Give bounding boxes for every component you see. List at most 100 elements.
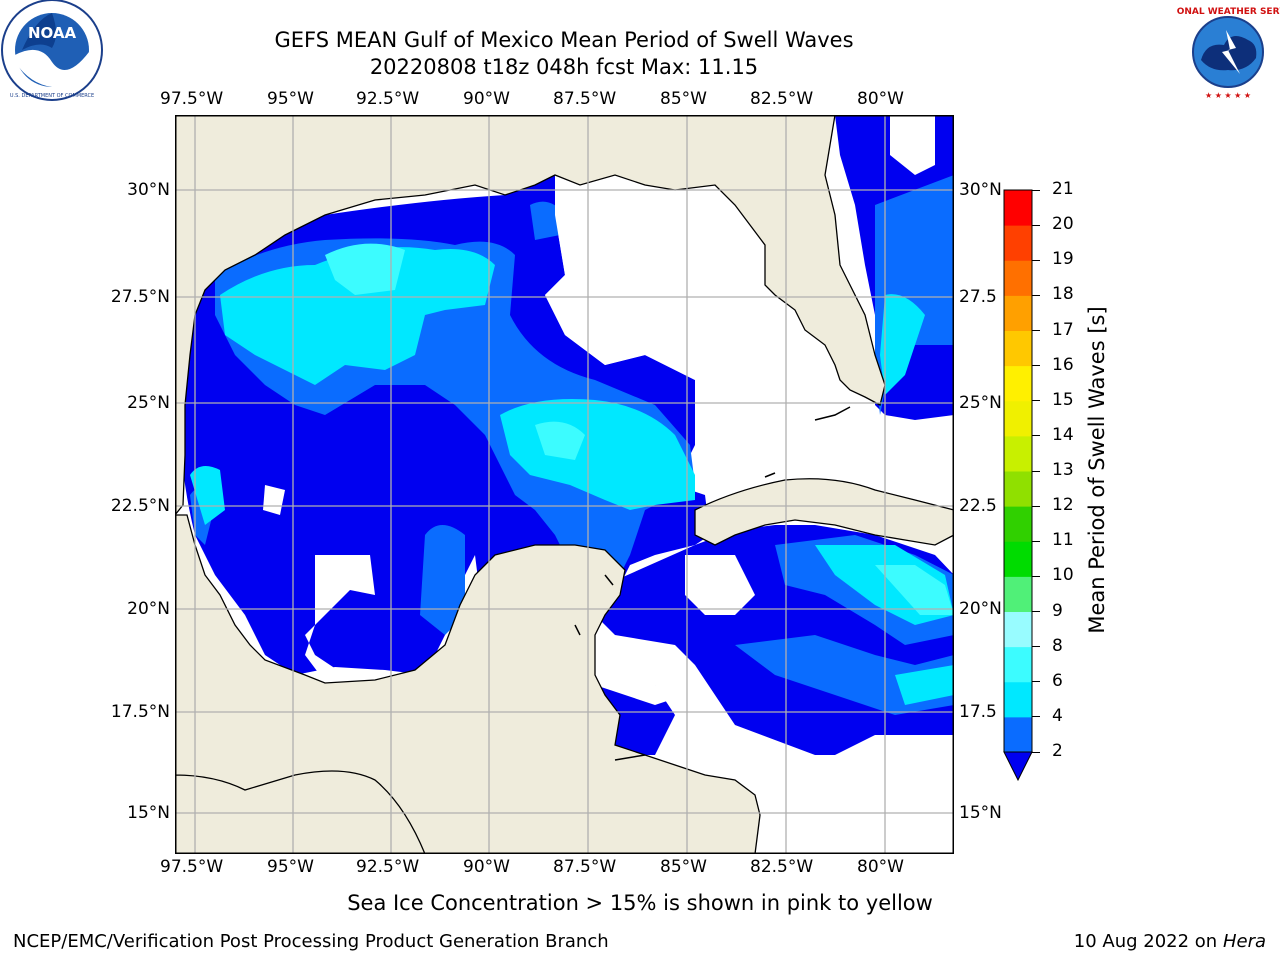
colorbar-segment (1004, 716, 1032, 753)
colorbar-tick-label: 13 (1052, 460, 1074, 480)
svg-text:★ ★ ★ ★ ★: ★ ★ ★ ★ ★ (1205, 91, 1251, 100)
host-name: Hera (1222, 931, 1266, 952)
colorbar-segment (1004, 646, 1032, 683)
colorbar-tick-label: 14 (1052, 424, 1074, 445)
colorbar-tick-label: 18 (1052, 284, 1074, 305)
noaa-logo-icon: NOAA U.S. DEPARTMENT OF COMMERCE (1, 0, 103, 101)
colorbar-segment (1004, 190, 1032, 226)
colorbar-segment (1004, 330, 1032, 367)
colorbar-tick (1032, 470, 1040, 472)
colorbar-tick (1032, 646, 1040, 648)
colorbar-segment (1004, 576, 1032, 612)
lat-label-left: 22.5°N (110, 496, 170, 516)
map-title: GEFS MEAN Gulf of Mexico Mean Period of … (274, 28, 854, 52)
lat-label-left: 25°N (127, 393, 170, 413)
lat-label-right: 22.5 (959, 496, 997, 516)
colorbar-segment (1004, 681, 1032, 718)
lon-label-top: 85°W (660, 89, 707, 109)
nws-logo-icon: NATIONAL WEATHER SERVICE ★ ★ ★ ★ ★ (1176, 4, 1280, 100)
colorbar-tick-label: 10 (1052, 565, 1074, 586)
colorbar-tick-label: 21 (1052, 179, 1074, 199)
lon-label-top: 87.5°W (553, 89, 617, 109)
lat-label-left: 20°N (127, 599, 170, 619)
colorbar-tick (1032, 259, 1040, 261)
colorbar-extend-arrow (1003, 751, 1033, 782)
colorbar-tick (1032, 751, 1040, 753)
nws-logo-ring-text: NATIONAL WEATHER SERVICE (1176, 7, 1280, 17)
colorbar (1003, 189, 1033, 782)
lon-label-top: 82.5°W (750, 89, 814, 109)
lat-label-right: 25°N (959, 393, 1002, 413)
colorbar-tick-label: 15 (1052, 389, 1074, 410)
colorbar-segment (1004, 365, 1032, 402)
lat-label-left: 17.5°N (110, 702, 170, 722)
lat-label-left: 15°N (127, 803, 170, 823)
lon-label-top: 92.5°W (356, 89, 420, 109)
islands (574, 406, 851, 761)
land-areas (175, 115, 954, 854)
lon-label-top: 80°W (857, 89, 904, 109)
map-frame (175, 115, 954, 854)
colorbar-tick (1032, 505, 1040, 507)
colorbar-tick-label: 9 (1052, 600, 1063, 621)
colorbar-tick-label: 16 (1052, 354, 1074, 375)
colorbar-tick-label: 20 (1052, 214, 1074, 235)
colorbar-tick (1032, 365, 1040, 367)
colorbar-tick (1032, 540, 1040, 542)
branch-credit: NCEP/EMC/Verification Post Processing Pr… (13, 931, 609, 952)
colorbar-tick-label: 8 (1052, 635, 1063, 656)
colorbar-tick-label: 17 (1052, 319, 1074, 340)
colorbar-tick-label: 6 (1052, 670, 1063, 691)
lon-label-bottom: 85°W (660, 857, 707, 877)
lat-label-right: 15°N (959, 803, 1002, 823)
colorbar-tick (1032, 224, 1040, 226)
noaa-logo-text: NOAA (28, 24, 77, 42)
colorbar-tick (1032, 294, 1040, 296)
colorbar-segment (1004, 471, 1032, 507)
colorbar-tick (1032, 611, 1040, 612)
colorbar-tick-label: 2 (1052, 741, 1063, 761)
colorbar-tick-label: 12 (1052, 495, 1074, 516)
colorbar-tick (1032, 400, 1040, 402)
colorbar-label: Mean Period of Swell Waves [s] (1085, 306, 1109, 634)
lon-label-bottom: 90°W (463, 857, 510, 877)
colorbar-segment (1004, 435, 1032, 472)
lat-label-left: 27.5°N (110, 287, 170, 307)
map-panel (175, 115, 954, 854)
colorbar-tick (1032, 681, 1040, 683)
lon-label-bottom: 80°W (857, 857, 904, 877)
colorbar-tick (1032, 189, 1040, 191)
lat-label-right: 27.5 (959, 287, 997, 307)
colorbar-tick-label: 4 (1052, 705, 1063, 726)
lon-label-top: 90°W (463, 89, 510, 109)
colorbar-segment (1004, 400, 1032, 437)
colorbar-segment (1004, 260, 1032, 296)
map-subtitle: 20220808 t18z 048h fcst Max: 11.15 (369, 55, 759, 79)
lat-label-right: 20°N (959, 599, 1002, 619)
colorbar-tick (1032, 575, 1040, 577)
graticule (175, 115, 954, 854)
lon-label-bottom: 97.5°W (160, 857, 224, 877)
lon-label-bottom: 95°W (267, 857, 314, 877)
colorbar-segment (1004, 506, 1032, 542)
run-date: 10 Aug 2022 on Hera (1073, 931, 1266, 952)
noaa-logo-ring-text: U.S. DEPARTMENT OF COMMERCE (10, 93, 94, 99)
colorbar-segment (1004, 295, 1032, 331)
lat-label-left: 30°N (127, 180, 170, 200)
lat-label-right: 30°N (959, 180, 1002, 200)
lon-label-top: 95°W (267, 89, 314, 109)
lon-label-top: 97.5°W (160, 89, 224, 109)
colorbar-tick-label: 19 (1052, 249, 1074, 270)
lon-label-bottom: 82.5°W (750, 857, 814, 877)
lon-label-bottom: 87.5°W (553, 857, 617, 877)
colorbar-segment (1004, 611, 1032, 648)
colorbar-segment (1004, 541, 1032, 577)
lat-label-right: 17.5 (959, 702, 997, 722)
ice-note: Sea Ice Concentration > 15% is shown in … (347, 891, 933, 915)
colorbar-tick-label: 11 (1052, 530, 1074, 551)
colorbar-tick (1032, 435, 1040, 437)
colorbar-tick (1032, 716, 1040, 718)
colorbar-tick (1032, 330, 1040, 331)
lon-label-bottom: 92.5°W (356, 857, 420, 877)
colorbar-segment (1004, 225, 1032, 261)
